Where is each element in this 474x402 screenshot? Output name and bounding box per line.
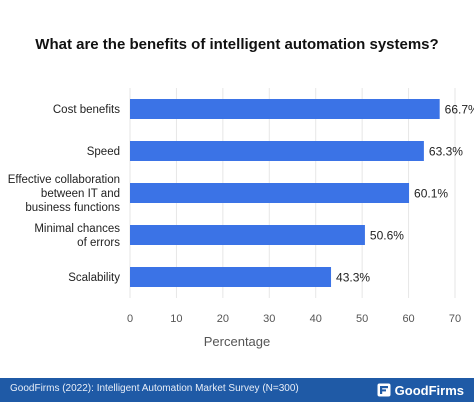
category-label: Speed xyxy=(87,146,120,158)
brand-name: GoodFirms xyxy=(394,382,464,398)
x-tick-label: 70 xyxy=(449,313,461,325)
value-label: 66.7% xyxy=(445,103,474,117)
bar-chart: Cost benefits Speed Effective collaboratio… xyxy=(8,88,474,349)
x-tick-label: 0 xyxy=(127,313,133,325)
value-labels: 66.7% 63.3% 60.1% 50.6% 43.3% xyxy=(336,103,474,285)
x-tick-label: 20 xyxy=(217,313,229,325)
bar xyxy=(130,183,410,203)
x-tick-label: 10 xyxy=(170,313,182,325)
goodfirms-brand: GoodFirms xyxy=(377,381,464,399)
category-label-line: business functions xyxy=(25,202,120,214)
bar xyxy=(130,99,440,119)
category-labels: Cost benefits Speed Effective collaboratio… xyxy=(8,104,121,284)
bar xyxy=(130,267,332,287)
category-label: Cost benefits xyxy=(53,104,120,116)
category-label-line: Cost benefits xyxy=(53,104,120,116)
value-label: 50.6% xyxy=(370,229,404,243)
footer-source: GoodFirms (2022): Intelligent Automation… xyxy=(10,383,299,394)
bar xyxy=(130,141,424,161)
value-label: 60.1% xyxy=(414,187,448,201)
x-tick-label: 40 xyxy=(310,313,322,325)
bar xyxy=(130,225,365,245)
x-tick-label: 30 xyxy=(263,313,275,325)
category-label: Effective collaboration between IT and bus… xyxy=(8,174,121,214)
category-label-line: between IT and xyxy=(41,188,120,200)
value-label: 63.3% xyxy=(429,145,463,159)
category-label-line: Speed xyxy=(87,146,120,158)
value-label: 43.3% xyxy=(336,271,370,285)
footer-bar: GoodFirms (2022): Intelligent Automation… xyxy=(0,378,474,402)
x-tick-labels: 0 10 20 30 40 50 60 70 xyxy=(127,313,461,325)
x-tick-label: 60 xyxy=(402,313,414,325)
chart-title: What are the benefits of intelligent aut… xyxy=(35,36,439,53)
goodfirms-logo-icon xyxy=(377,383,391,397)
category-label-line: Scalability xyxy=(68,272,120,284)
x-axis-label: Percentage xyxy=(204,334,271,349)
category-label-line: Minimal chances xyxy=(34,223,120,235)
bars xyxy=(130,99,440,287)
x-tick-label: 50 xyxy=(356,313,368,325)
category-label-line: of errors xyxy=(77,237,120,249)
category-label: Minimal chances of errors xyxy=(34,223,120,249)
category-label-line: Effective collaboration xyxy=(8,174,120,186)
category-label: Scalability xyxy=(68,272,120,284)
